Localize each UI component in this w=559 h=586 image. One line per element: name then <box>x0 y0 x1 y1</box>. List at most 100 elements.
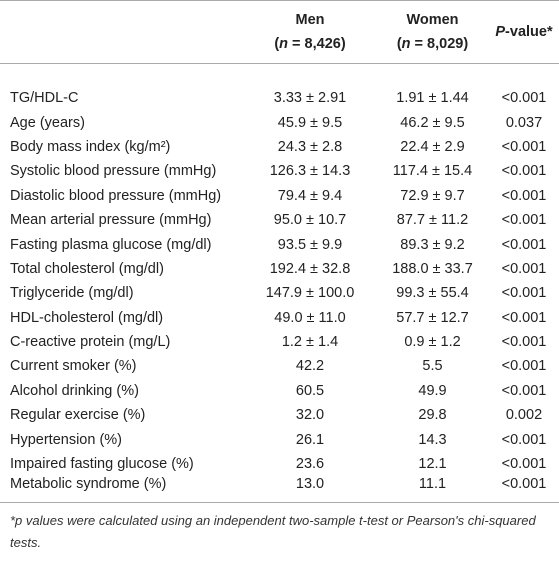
cell: <0.001 <box>501 212 547 229</box>
cell: 29.8 <box>418 407 447 424</box>
table-row: Mean arterial pressure (mmHg) 95.0 ± 10.7… <box>0 208 559 232</box>
row-label: Body mass index (kg/m²) <box>10 138 171 155</box>
cell: <0.001 <box>501 187 547 204</box>
table-row: Systolic blood pressure (mmHg) 126.3 ± 14… <box>0 159 559 183</box>
cell: 22.4 ± 2.9 <box>400 138 465 155</box>
cell: <0.001 <box>501 236 547 253</box>
row-label: Impaired fasting glucose (%) <box>10 456 194 473</box>
table-row: Age (years) 45.9 ± 9.5 46.2 ± 9.5 0.037 <box>0 110 559 134</box>
header-text: n <box>401 36 411 52</box>
cell: <0.001 <box>501 260 547 277</box>
cell: 42.2 <box>295 358 325 375</box>
table-row: HDL-cholesterol (mg/dl) 49.0 ± 11.0 57.7 ±… <box>0 306 559 330</box>
cell: 0.037 <box>505 114 543 131</box>
cell: 14.3 <box>418 431 447 448</box>
cell: <0.001 <box>501 382 547 399</box>
cell: <0.001 <box>495 476 559 504</box>
cell: 147.9 ± 100.0 <box>265 285 355 302</box>
cell: 0.002 <box>505 407 543 424</box>
header-text: ( <box>274 36 280 52</box>
row-label: Systolic blood pressure (mmHg) <box>10 163 217 180</box>
row-label: Metabolic syndrome (%) <box>0 476 250 504</box>
cell: 95.0 ± 10.7 <box>273 212 347 229</box>
row-label: Mean arterial pressure (mmHg) <box>10 212 212 229</box>
data-table: Men (n = 8,426) Women (n = 8,029) P-value* T… <box>0 0 559 504</box>
cell: 192.4 ± 32.8 <box>269 260 351 277</box>
cell: 26.1 <box>295 431 325 448</box>
header-text: = 8,426) <box>288 36 346 52</box>
header-text: = 8,029) <box>410 36 469 52</box>
table-row: Alcohol drinking (%) 60.5 49.9 <0.001 <box>0 379 559 403</box>
cell: 45.9 ± 9.5 <box>277 114 343 131</box>
header-text: P <box>495 24 506 40</box>
header-text: Women <box>406 12 459 28</box>
row-label: Age (years) <box>10 114 85 131</box>
cell: 126.3 ± 14.3 <box>269 163 351 180</box>
row-label: Hypertension (%) <box>10 431 123 448</box>
cell: <0.001 <box>501 456 547 473</box>
cell: 79.4 ± 9.4 <box>277 187 343 204</box>
table-row: Current smoker (%) 42.2 5.5 <0.001 <box>0 354 559 378</box>
cell: 3.33 ± 2.91 <box>273 90 347 107</box>
header-cell: Men (n = 8,426) <box>250 0 370 64</box>
header-text: n <box>279 36 289 52</box>
table-row: TG/HDL-C 3.33 ± 2.91 1.91 ± 1.44 <0.001 <box>0 86 559 110</box>
footnote: *p values were calculated using an indep… <box>10 513 536 550</box>
cell: 0.9 ± 1.2 <box>404 334 461 351</box>
cell: 87.7 ± 11.2 <box>396 212 469 229</box>
cell: 60.5 <box>295 382 325 399</box>
row-label: Regular exercise (%) <box>10 407 146 424</box>
cell: 46.2 ± 9.5 <box>400 114 465 131</box>
row-label: Triglyceride (mg/dl) <box>10 285 134 302</box>
cell: 1.91 ± 1.44 <box>396 90 469 107</box>
table-row: Hypertension (%) 26.1 14.3 <0.001 <box>0 427 559 451</box>
cell: 99.3 ± 55.4 <box>396 285 469 302</box>
cell: 49.0 ± 11.0 <box>274 309 346 326</box>
table-row: Fasting plasma glucose (mg/dl) 93.5 ± 9.9… <box>0 232 559 256</box>
row-label: Current smoker (%) <box>10 358 137 375</box>
header-text: Men <box>295 12 325 28</box>
cell: <0.001 <box>501 138 547 155</box>
row-label: C-reactive protein (mg/L) <box>10 334 171 351</box>
table-row: Triglyceride (mg/dl) 147.9 ± 100.0 99.3 ± … <box>0 281 559 305</box>
cell: <0.001 <box>501 309 547 326</box>
table-row: C-reactive protein (mg/L) 1.2 ± 1.4 0.9 ± … <box>0 330 559 354</box>
table-row: Diastolic blood pressure (mmHg) 79.4 ± 9.… <box>0 184 559 208</box>
row-label: Diastolic blood pressure (mmHg) <box>10 187 222 204</box>
cell: 11.1 <box>370 476 495 504</box>
cell: 24.3 ± 2.8 <box>277 138 343 155</box>
cell: 117.4 ± 15.4 <box>392 163 473 180</box>
cell: 1.2 ± 1.4 <box>281 334 339 351</box>
table-row: Total cholesterol (mg/dl) 192.4 ± 32.8 188… <box>0 257 559 281</box>
cell: 32.0 <box>295 407 325 424</box>
cell: 72.9 ± 9.7 <box>400 187 465 204</box>
cell: <0.001 <box>501 358 547 375</box>
row-label: Fasting plasma glucose (mg/dl) <box>10 236 212 253</box>
table-row: Metabolic syndrome (%) 13.0 11.1 <0.001 <box>0 476 559 504</box>
table-body: TG/HDL-C 3.33 ± 2.91 1.91 ± 1.44 <0.001 Age … <box>0 64 559 504</box>
cell: 89.3 ± 9.2 <box>400 236 465 253</box>
row-label: Total cholesterol (mg/dl) <box>10 260 164 277</box>
row-label: Alcohol drinking (%) <box>10 382 139 399</box>
cell: 5.5 <box>422 358 443 375</box>
header-cell <box>0 0 250 64</box>
cell: <0.001 <box>501 334 547 351</box>
cell: 49.9 <box>418 382 447 399</box>
row-label: TG/HDL-C <box>10 90 79 107</box>
cell: 93.5 ± 9.9 <box>277 236 343 253</box>
row-label: HDL-cholesterol (mg/dl) <box>10 309 164 326</box>
table-row: Body mass index (kg/m²) 24.3 ± 2.8 22.4 ± … <box>0 135 559 159</box>
cell: 13.0 <box>250 476 370 504</box>
header-cell: Women (n = 8,029) <box>370 0 495 64</box>
cell: <0.001 <box>501 163 547 180</box>
header-row: Men (n = 8,426) Women (n = 8,029) P-value* <box>0 0 559 64</box>
table-row: Regular exercise (%) 32.0 29.8 0.002 <box>0 403 559 427</box>
cell: 57.7 ± 12.7 <box>396 309 469 326</box>
cell: 188.0 ± 33.7 <box>392 260 473 277</box>
table-row: Impaired fasting glucose (%) 23.6 12.1 <0.0… <box>0 452 559 476</box>
header-cell: P-value* <box>495 0 559 64</box>
cell: <0.001 <box>501 285 547 302</box>
cell: <0.001 <box>501 431 547 448</box>
header-text: ( <box>396 36 402 52</box>
